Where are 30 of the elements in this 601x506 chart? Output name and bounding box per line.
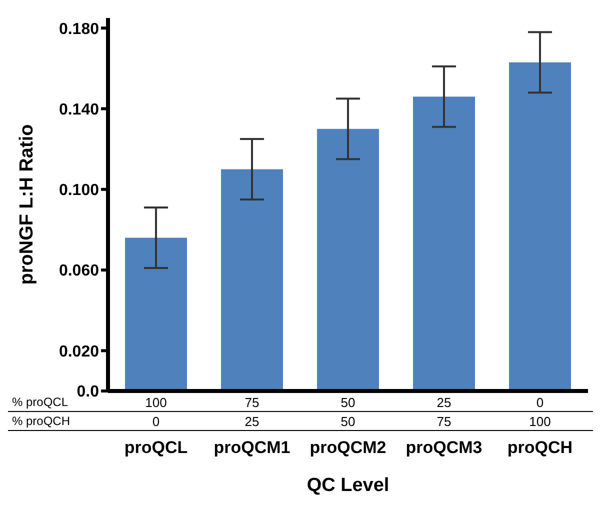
- y-tick-label: 0.020: [58, 343, 100, 360]
- bar: [221, 169, 283, 391]
- text: 0: [152, 414, 160, 429]
- text: 100: [145, 395, 167, 410]
- bar: [317, 128, 379, 391]
- bar: [509, 62, 571, 391]
- y-tick-label: 0.180: [58, 20, 100, 38]
- text: % proQCL: [12, 395, 68, 409]
- text: 75: [244, 395, 260, 410]
- text: 0: [536, 395, 544, 410]
- text: 75: [436, 414, 452, 429]
- x-tick-label: proQCH: [507, 438, 573, 457]
- x-axis-title: QC Level: [306, 475, 390, 496]
- x-tick-label: proQCM3: [406, 438, 482, 457]
- y-tick-label: 0.060: [58, 262, 100, 280]
- y-tick-label: 0.140: [58, 101, 100, 118]
- bar: [125, 238, 187, 391]
- text: 25: [436, 395, 452, 410]
- text: 25: [244, 414, 260, 429]
- x-tick-label: proQCM1: [214, 438, 290, 457]
- text: 100: [529, 414, 551, 429]
- x-tick-label: proQCM2: [310, 438, 386, 457]
- text: 50: [340, 414, 356, 429]
- x-tick-label: proQCL: [124, 438, 188, 457]
- y-tick-label: 0.100: [58, 182, 100, 200]
- y-tick-label: 0.0: [76, 384, 100, 401]
- bar: [413, 96, 475, 391]
- text: % proQCH: [12, 414, 70, 428]
- text: 50: [340, 395, 356, 410]
- y-axis-title: proNGF L:H Ratio: [16, 124, 38, 285]
